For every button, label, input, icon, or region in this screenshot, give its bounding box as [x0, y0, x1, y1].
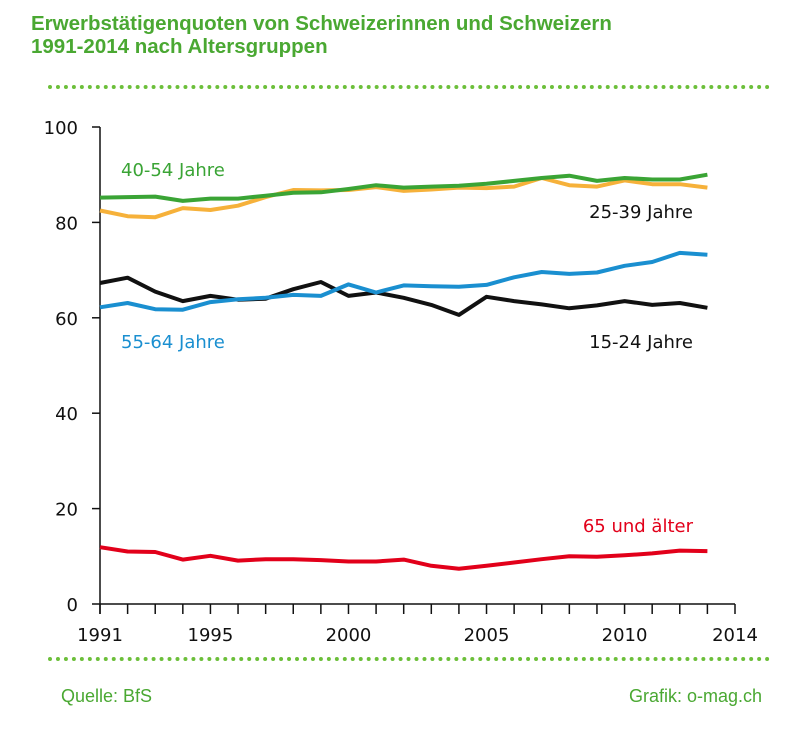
- x-tick-label: 2005: [464, 625, 510, 646]
- axes: 0 20 40 60 80 100 1991 1995 2000 2005 2010 2014: [44, 118, 758, 646]
- series-label: 55-64 Jahre: [121, 332, 225, 353]
- series-line: [99, 275, 708, 317]
- x-tick-label: 1995: [188, 625, 234, 646]
- series-labels: 40-54 Jahre 25-39 Jahre 55-64 Jahre 15-24 J…: [121, 160, 694, 537]
- y-tick-label: 80: [55, 213, 78, 234]
- series-line: [99, 172, 708, 203]
- y-tick-label: 100: [44, 118, 78, 139]
- top-dotted-divider: [48, 85, 770, 89]
- series-lines: [99, 172, 708, 571]
- series-line: [99, 250, 708, 312]
- series-label: 15-24 Jahre: [589, 332, 693, 353]
- chart-title-line2: 1991-2014 nach Altersgruppen: [31, 35, 328, 58]
- series-line: [99, 176, 708, 220]
- y-tick-label: 0: [67, 595, 78, 616]
- bottom-dotted-divider: [48, 657, 770, 661]
- y-tick-label: 40: [55, 404, 78, 425]
- line-chart: 0 20 40 60 80 100 1991 1995 2000 2005 2010 2014 40-…: [44, 118, 758, 646]
- x-tick-label: 2014: [712, 625, 758, 646]
- series-label: 65 und älter: [583, 516, 694, 537]
- series-line: [99, 545, 708, 571]
- series-label: 40-54 Jahre: [121, 160, 225, 181]
- y-tick-label: 20: [55, 500, 78, 521]
- x-tick-label: 2000: [326, 625, 372, 646]
- source-note: Quelle: BfS: [61, 686, 153, 706]
- chart-title: Erwerbstätigenquoten von Schweizerinnen …: [31, 12, 771, 58]
- x-tick-label: 2010: [602, 625, 648, 646]
- x-tick-label: 1991: [77, 625, 123, 646]
- series-label: 25-39 Jahre: [589, 202, 693, 223]
- credit-note: Grafik: o-mag.ch: [628, 686, 762, 706]
- chart-title-line1: Erwerbstätigenquoten von Schweizerinnen …: [31, 12, 612, 35]
- y-tick-label: 60: [55, 309, 78, 330]
